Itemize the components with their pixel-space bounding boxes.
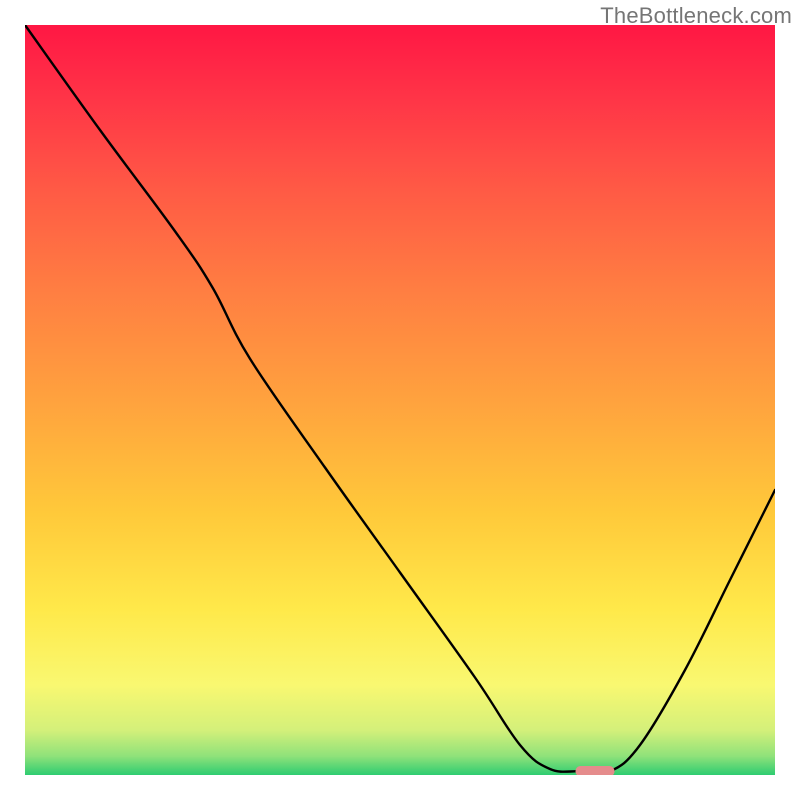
chart-svg <box>25 25 775 775</box>
optimal-marker <box>576 766 615 775</box>
plot-background <box>25 25 775 775</box>
watermark-text: TheBottleneck.com <box>600 3 792 29</box>
plot-area <box>25 25 775 775</box>
chart-container: TheBottleneck.com <box>0 0 800 800</box>
